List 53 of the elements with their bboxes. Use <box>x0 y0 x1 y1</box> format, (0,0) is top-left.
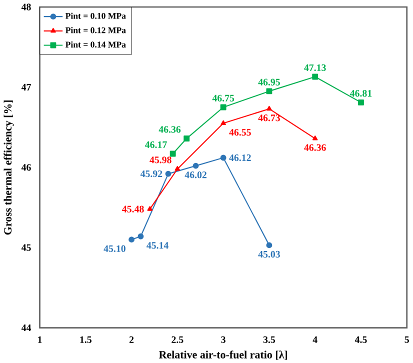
legend-label: Pint = 0.10 MPa <box>65 12 126 19</box>
x-tick-label: 4.5 <box>354 336 367 343</box>
data-label: 46.81 <box>350 90 372 96</box>
point <box>128 236 135 242</box>
y-tick-label: 44 <box>21 324 32 331</box>
y-tick-label: 48 <box>21 3 31 10</box>
y-tick-label: 47 <box>21 84 31 90</box>
point <box>220 154 226 161</box>
point <box>312 135 318 140</box>
point <box>312 74 318 80</box>
legend-label: Pint = 0.14 MPa <box>65 41 126 48</box>
data-label: 46.95 <box>258 78 280 86</box>
point <box>266 106 272 110</box>
x-tick-label: 4 <box>312 336 318 343</box>
point <box>220 104 226 110</box>
data-label: 46.75 <box>212 94 234 102</box>
point <box>138 233 144 240</box>
y-tick-label: 46 <box>21 164 31 171</box>
x-tick-label: 1 <box>38 336 42 343</box>
x-tick-label: 5 <box>404 336 409 343</box>
data-label: 45.10 <box>104 245 126 252</box>
legend-label: Pint = 0.12 MPa <box>65 26 126 34</box>
data-label: 45.03 <box>258 250 280 258</box>
point <box>165 170 172 177</box>
point <box>266 88 272 94</box>
data-label: 45.14 <box>146 242 168 249</box>
x-tick-label: 3 <box>221 336 226 343</box>
x-axis-title: Relative air-to-fuel ratio [λ] <box>158 350 288 360</box>
y-axis-title: Gross thermal efficiency [%] <box>4 100 14 234</box>
point <box>184 135 190 142</box>
data-label: 46.12 <box>229 154 251 161</box>
data-label: 46.73 <box>258 114 280 122</box>
point <box>192 162 199 169</box>
y-tick-label: 45 <box>21 244 31 251</box>
data-label: 46.36 <box>158 126 181 133</box>
data-label: 46.17 <box>145 141 167 148</box>
data-label: 46.55 <box>229 128 251 136</box>
point <box>266 242 272 248</box>
data-label: 46.36 <box>304 144 326 151</box>
data-label: 46.02 <box>184 171 206 178</box>
point <box>170 150 176 157</box>
x-tick-label: 1.5 <box>80 336 92 343</box>
point <box>358 99 364 106</box>
point <box>220 120 226 125</box>
data-label: 45.92 <box>140 170 162 177</box>
point <box>174 166 180 171</box>
data-label: 45.98 <box>150 156 172 164</box>
point <box>147 206 153 211</box>
data-label: 45.48 <box>122 206 144 212</box>
x-tick-label: 3.5 <box>263 336 276 343</box>
x-tick-label: 2 <box>129 336 134 343</box>
x-tick-label: 2.5 <box>172 336 184 343</box>
data-label: 47.13 <box>304 64 326 71</box>
